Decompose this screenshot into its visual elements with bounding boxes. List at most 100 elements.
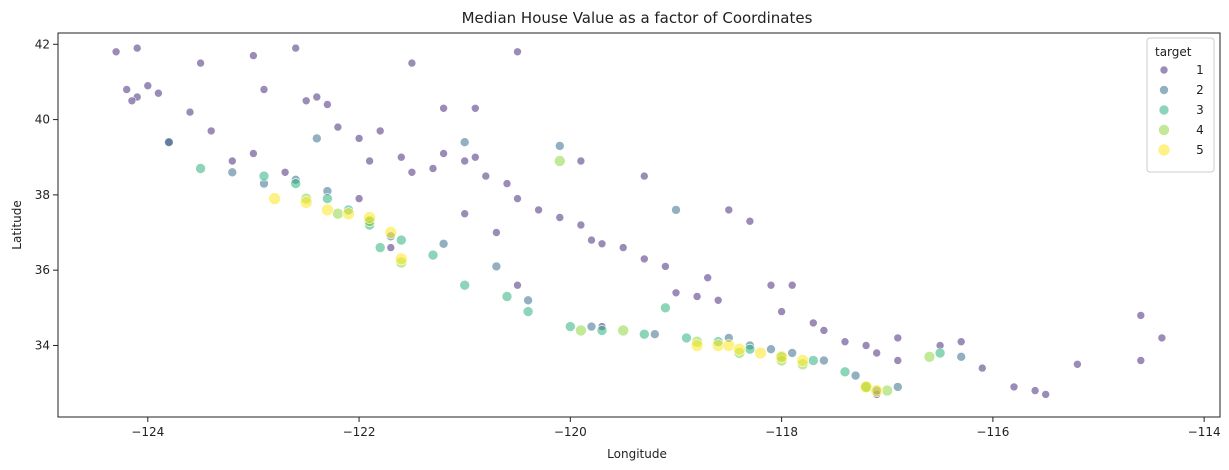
scatter-point-5	[733, 342, 746, 356]
scatter-point-1	[513, 47, 522, 57]
scatter-point-4	[332, 207, 344, 220]
scatter-point-1	[154, 88, 163, 98]
scatter-point-1	[819, 326, 829, 335]
scatter-point-1	[386, 243, 396, 252]
scatter-point-2	[164, 137, 174, 147]
y-tick-label: 36	[35, 263, 50, 277]
scatter-point-1	[111, 47, 121, 57]
scatter-point-5	[722, 339, 736, 352]
scatter-point-1	[534, 205, 543, 215]
scatter-point-3	[744, 343, 756, 355]
scatter-point-2	[671, 205, 681, 215]
scatter-point-3	[395, 234, 407, 246]
scatter-point-1	[206, 126, 216, 136]
scatter-point-1	[1030, 386, 1040, 395]
scatter-point-2	[311, 133, 322, 144]
scatter-point-1	[724, 205, 734, 215]
scatter-point-1	[513, 280, 522, 290]
scatter-point-3	[638, 328, 650, 340]
scatter-point-1	[745, 216, 755, 226]
scatter-point-1	[671, 288, 681, 298]
scatter-point-1	[228, 156, 237, 166]
scatter-point-1	[185, 107, 195, 117]
scatter-point-3	[660, 302, 671, 314]
y-tick-label: 38	[35, 188, 50, 202]
scatter-point-1	[460, 156, 470, 166]
scatter-point-3	[258, 170, 270, 182]
scatter-point-3	[501, 291, 513, 302]
scatter-point-1	[396, 152, 406, 162]
scatter-point-3	[807, 355, 819, 366]
scatter-point-3	[427, 249, 439, 261]
scatter-point-4	[923, 350, 936, 363]
scatter-point-3	[564, 321, 576, 332]
scatter-point-1	[249, 149, 258, 158]
x-tick-label: −118	[765, 425, 798, 439]
scatter-point-1	[249, 51, 258, 60]
scatter-point-5	[299, 196, 313, 209]
scatter-point-1	[555, 213, 565, 222]
scatter-point-1	[143, 81, 153, 90]
scatter-point-1	[259, 85, 269, 94]
y-tick-label: 42	[35, 37, 50, 51]
scatter-point-2	[491, 261, 502, 272]
legend-title: target	[1155, 45, 1192, 59]
scatter-point-1	[354, 134, 364, 143]
scatter-point-1	[122, 85, 131, 94]
scatter-point-2	[227, 167, 238, 178]
scatter-point-1	[1041, 390, 1050, 399]
scatter-point-5	[384, 226, 398, 239]
scatter-point-1	[597, 239, 607, 249]
scatter-point-5	[859, 380, 873, 394]
scatter-point-3	[459, 279, 471, 291]
scatter-point-1	[460, 209, 470, 218]
scatter-point-1	[301, 96, 311, 106]
scatter-point-5	[796, 354, 810, 367]
scatter-point-1	[777, 307, 786, 316]
y-axis-label: Latitude	[10, 200, 24, 249]
scatter-point-1	[893, 333, 903, 343]
scatter-point-1	[808, 318, 818, 328]
legend-label-3: 3	[1196, 103, 1204, 117]
x-tick-label: −120	[554, 425, 587, 439]
scatter-point-2	[523, 295, 533, 306]
scatter-point-1	[354, 194, 364, 203]
y-tick-label: 34	[35, 338, 50, 352]
scatter-point-3	[322, 193, 333, 204]
scatter-point-1	[196, 58, 205, 68]
scatter-point-3	[195, 163, 206, 174]
scatter-point-5	[754, 346, 767, 360]
scatter-point-1	[692, 292, 702, 301]
scatter-point-5	[711, 339, 725, 352]
scatter-point-1	[502, 179, 512, 188]
scatter-point-1	[1157, 333, 1167, 343]
scatter-point-3	[839, 366, 851, 378]
legend-label-5: 5	[1196, 143, 1204, 157]
scatter-point-1	[407, 168, 417, 177]
legend-label-1: 1	[1196, 63, 1204, 77]
scatter-point-1	[365, 156, 374, 166]
x-tick-label: −116	[976, 425, 1009, 439]
scatter-point-1	[280, 168, 290, 177]
scatter-point-1	[893, 356, 903, 365]
scatter-point-2	[554, 141, 565, 151]
scatter-point-1	[576, 220, 586, 230]
scatter-point-1	[618, 243, 628, 252]
scatter-point-1	[1136, 311, 1146, 320]
scatter-point-2	[787, 348, 798, 358]
x-axis-ticks: −124 −122 −120 −118 −116 −114	[131, 417, 1221, 439]
legend-label-4: 4	[1196, 123, 1204, 137]
legend-marker-2	[1159, 85, 1169, 95]
scatter-point-3	[290, 178, 302, 189]
scatter-point-2	[956, 351, 967, 362]
scatter-point-2	[459, 137, 470, 147]
scatter-point-1	[132, 43, 142, 53]
scatter-point-1	[1136, 356, 1146, 365]
scatter-point-4	[617, 324, 630, 337]
scatter-point-5	[690, 339, 704, 352]
scatter-point-1	[587, 235, 596, 245]
plot-area	[111, 43, 1167, 399]
legend-marker-3	[1158, 104, 1170, 116]
scatter-point-2	[819, 355, 829, 366]
x-tick-label: −122	[343, 425, 376, 439]
